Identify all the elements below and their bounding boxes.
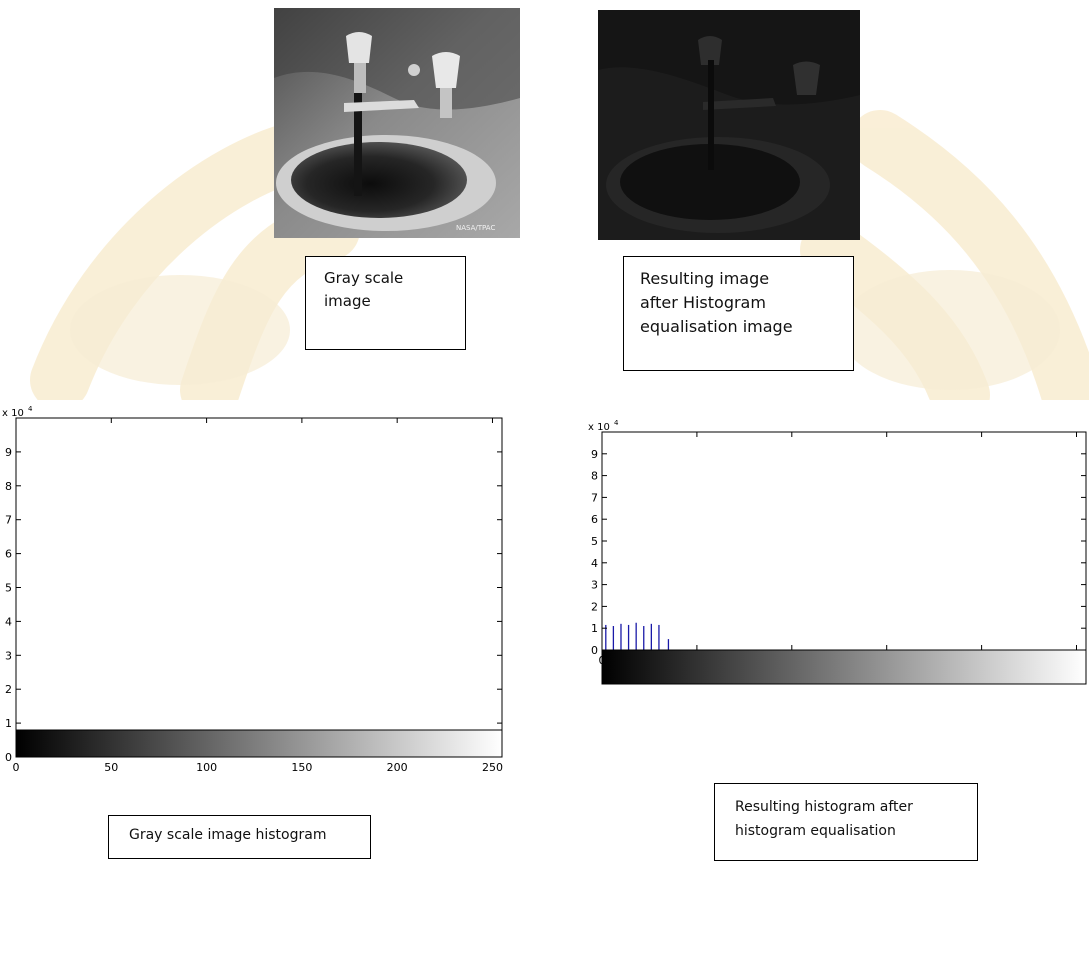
grayscale-photo: NASA/TPAC — [274, 8, 520, 238]
y-tick-label: 4 — [5, 615, 12, 628]
y-tick-label: 7 — [591, 491, 598, 504]
y-tick-label: 6 — [591, 513, 598, 526]
y-exponent-power: 4 — [28, 405, 33, 413]
photo-watermark-label: NASA/TPAC — [456, 224, 495, 232]
caption-line: equalisation image — [640, 317, 793, 336]
y-exponent-power: 4 — [614, 419, 619, 427]
caption-line: Resulting histogram after — [735, 799, 913, 815]
plot-frame — [601, 431, 1087, 651]
bars-group — [605, 622, 670, 650]
x-tick-label: 250 — [482, 761, 503, 774]
x-tick-label: 200 — [387, 761, 408, 774]
caption-line: histogram equalisation — [735, 823, 896, 839]
gray-image-caption: Gray scale image — [305, 256, 466, 350]
x-tick-label: 100 — [781, 654, 802, 667]
y-tick-label: 7 — [5, 514, 12, 527]
y-tick-label: 8 — [591, 470, 598, 483]
caption-line: image — [324, 292, 371, 310]
x-tick-label: 100 — [196, 761, 217, 774]
y-tick-label: 0 — [591, 644, 598, 657]
plot-frame — [15, 417, 503, 758]
caption-line: Gray scale — [324, 269, 404, 287]
y-tick-label: 2 — [591, 600, 598, 613]
x-tick-label: 0 — [599, 654, 606, 667]
y-tick-label: 1 — [591, 622, 598, 635]
y-tick-label: 5 — [5, 582, 12, 595]
y-tick-label: 4 — [591, 557, 598, 570]
watermark-background — [30, 110, 1089, 400]
caption-line: Resulting image — [640, 269, 770, 288]
equalized-photo — [598, 10, 860, 240]
y-exponent-label: x 10 — [588, 422, 610, 433]
y-tick-label: 5 — [591, 535, 598, 548]
y-tick-label: 9 — [5, 446, 12, 459]
x-tick-label: 50 — [104, 761, 118, 774]
y-tick-label: 3 — [5, 649, 12, 662]
y-tick-label: 9 — [591, 448, 598, 461]
x-tick-label: 150 — [291, 761, 312, 774]
y-tick-label: 2 — [5, 683, 12, 696]
caption-line: after Histogram — [640, 293, 766, 312]
equalized-image-caption: Resulting image after Histogram equalisa… — [623, 256, 854, 371]
x-tick-label: 50 — [690, 654, 704, 667]
caption-line: Gray scale image histogram — [129, 827, 327, 843]
gray-histogram-caption: Gray scale image histogram — [108, 815, 371, 859]
y-tick-label: 0 — [5, 751, 12, 764]
x-tick-label: 200 — [971, 654, 992, 667]
y-tick-label: 1 — [5, 717, 12, 730]
x-tick-label: 150 — [876, 654, 897, 667]
y-tick-label: 8 — [5, 480, 12, 493]
y-tick-label: 6 — [5, 548, 12, 561]
x-tick-label: 250 — [1066, 654, 1087, 667]
y-tick-label: 3 — [591, 579, 598, 592]
equalized-histogram-caption: Resulting histogram after histogram equa… — [714, 783, 978, 861]
y-exponent-label: x 10 — [2, 408, 24, 419]
x-tick-label: 0 — [13, 761, 20, 774]
